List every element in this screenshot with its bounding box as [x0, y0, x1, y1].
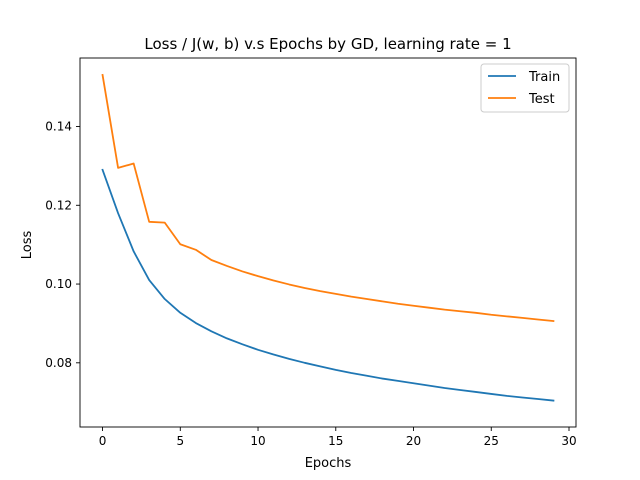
x-tick-label: 5 — [176, 434, 184, 448]
y-tick-label: 0.10 — [45, 277, 72, 291]
legend-label-test: Test — [528, 92, 555, 107]
x-axis-label: Epochs — [305, 456, 352, 471]
legend: Train Test — [480, 63, 570, 113]
y-tick-label: 0.12 — [45, 198, 72, 212]
series-line-test — [101, 73, 555, 323]
plot-lines — [101, 73, 555, 402]
plot-frame — [79, 57, 577, 428]
x-tick-label: 15 — [328, 434, 343, 448]
y-tick-label: 0.08 — [45, 356, 72, 370]
y-tick-label: 0.14 — [45, 120, 72, 134]
x-tick-label: 0 — [99, 434, 107, 448]
x-tick-label: 30 — [561, 434, 576, 448]
chart-title: Loss / J(w, b) v.s Epochs by GD, learnin… — [144, 35, 511, 53]
y-axis-label: Loss — [20, 231, 35, 260]
series-line-train — [101, 168, 555, 402]
x-tick-label: 10 — [250, 434, 265, 448]
axes: 0 5 10 15 20 25 30 0.08 0.10 0.12 0.14 — [45, 57, 577, 448]
x-tick-label: 25 — [484, 434, 499, 448]
x-tick-label: 20 — [406, 434, 421, 448]
legend-label-train: Train — [528, 70, 560, 85]
